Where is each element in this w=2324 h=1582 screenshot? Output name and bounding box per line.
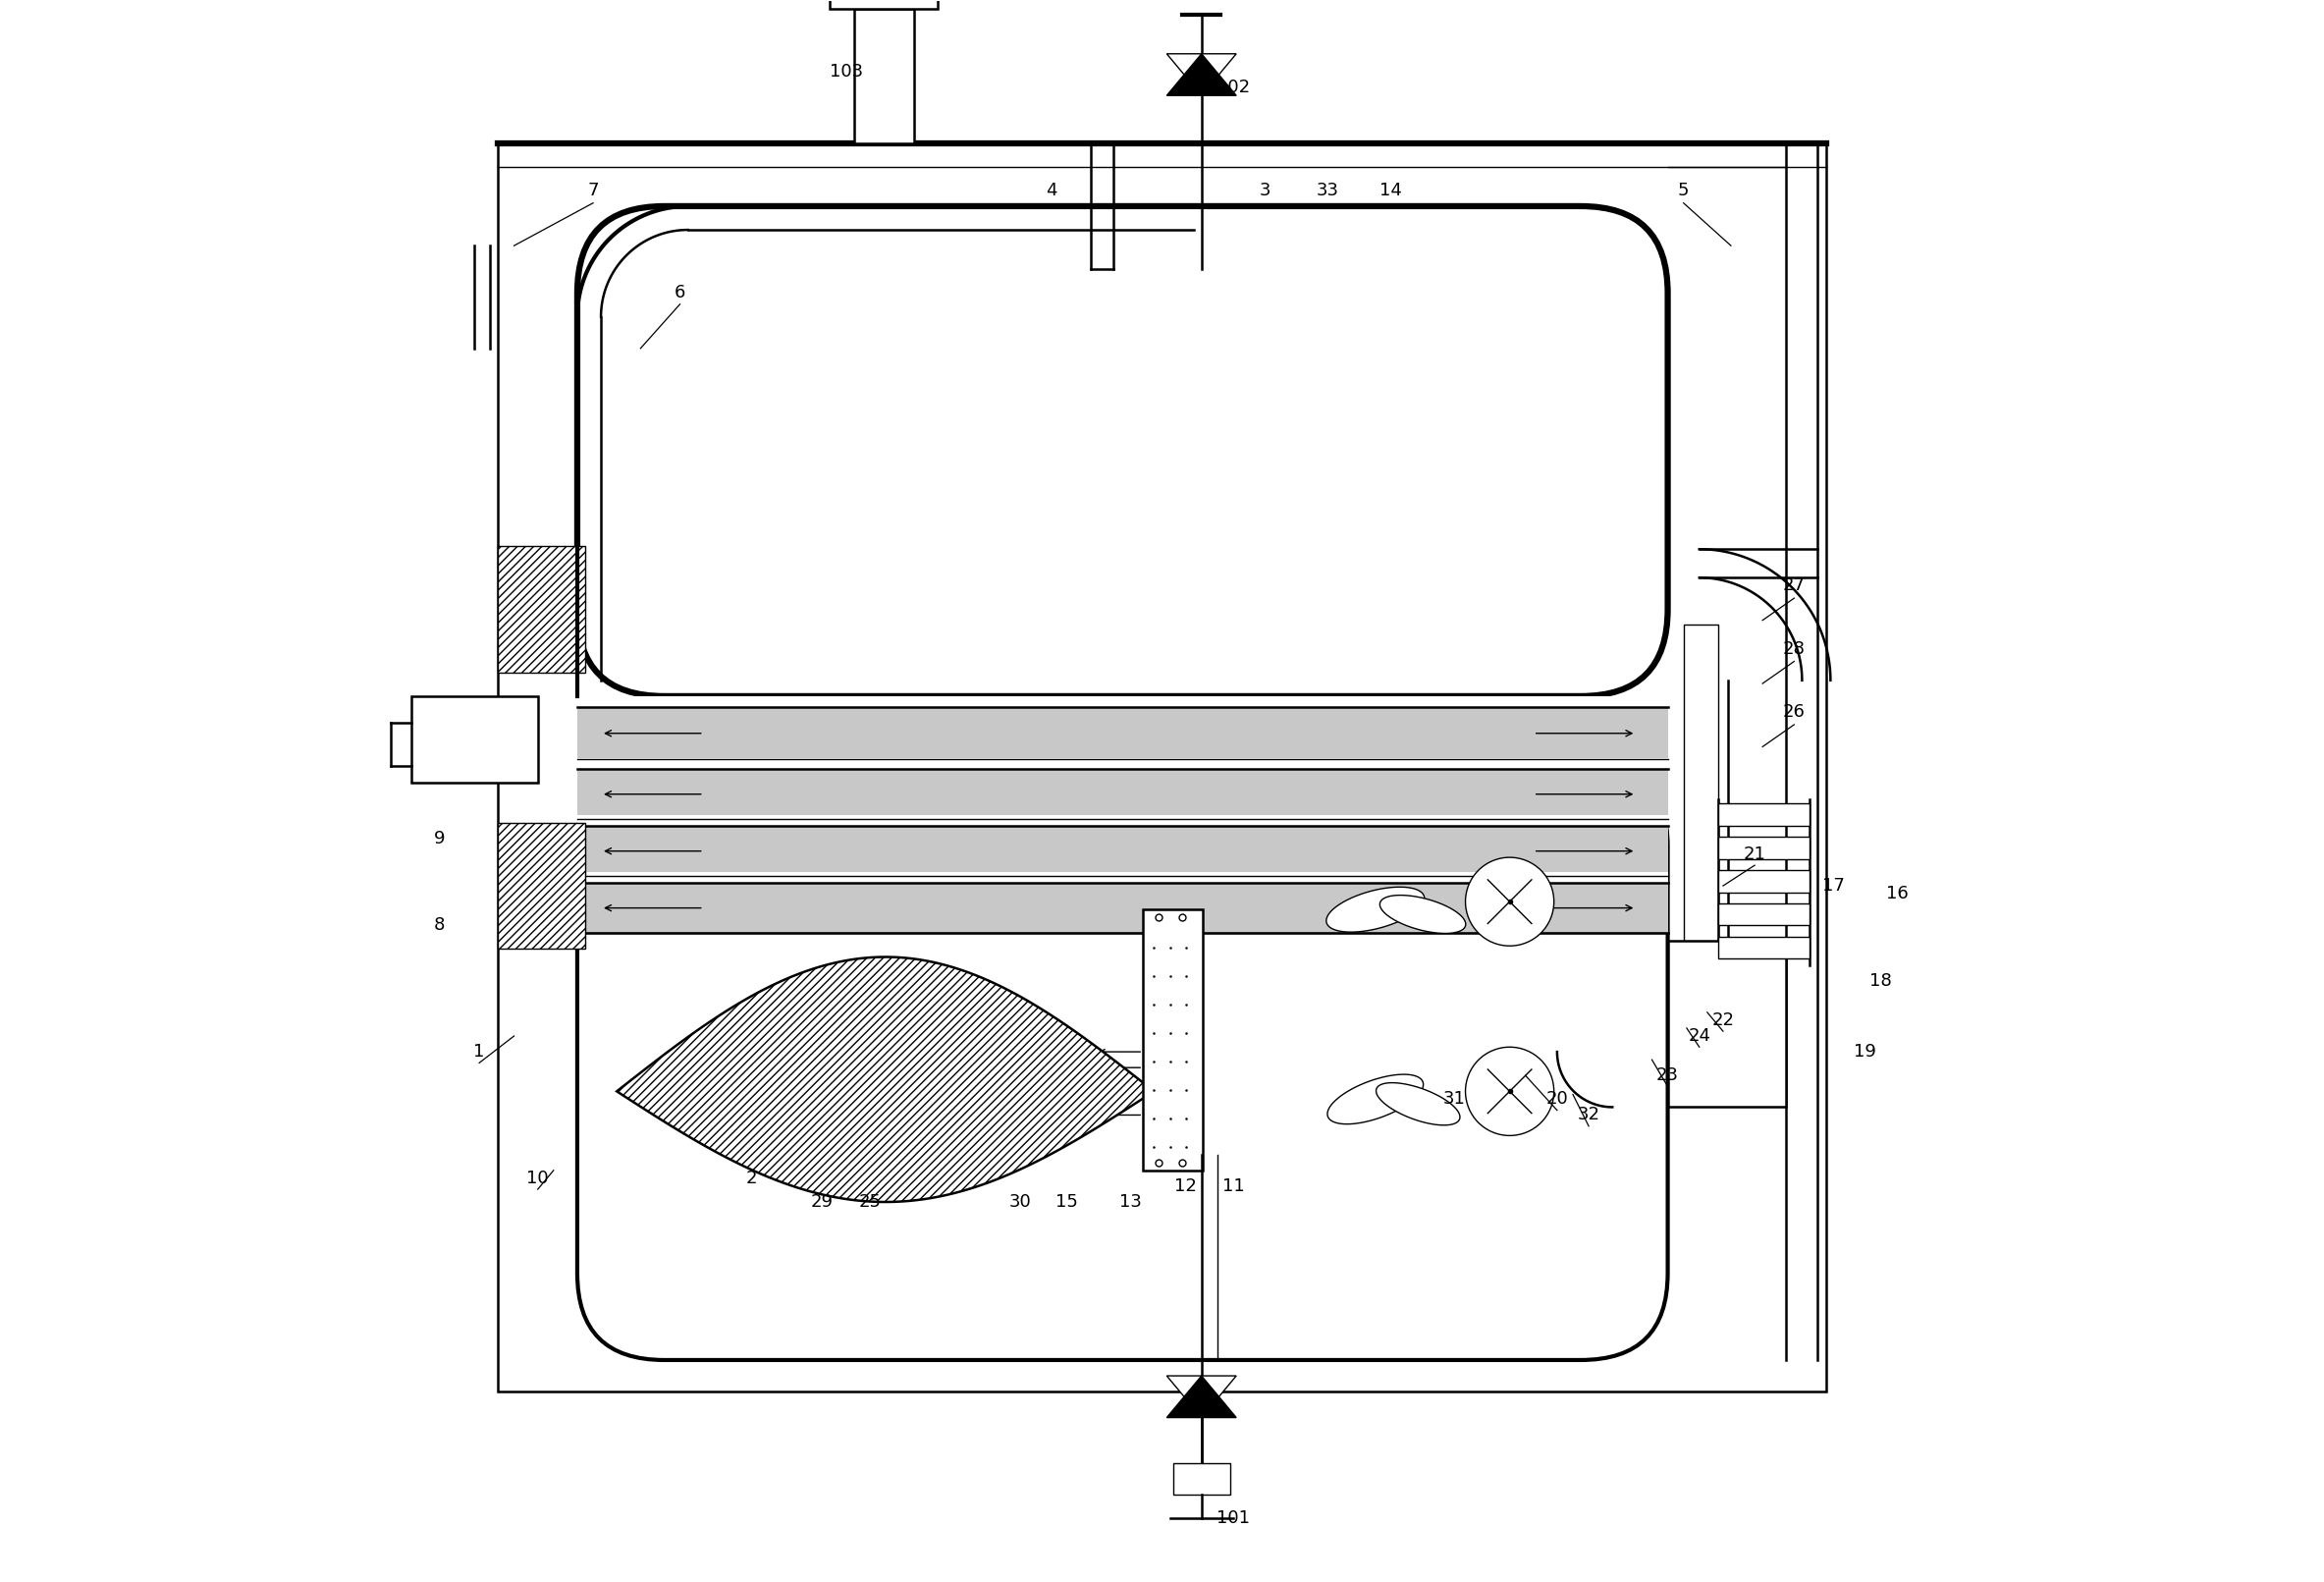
Text: 19: 19 — [1855, 1043, 1875, 1060]
Polygon shape — [1380, 895, 1466, 933]
Text: 32: 32 — [1578, 1106, 1599, 1123]
Text: 13: 13 — [1120, 1193, 1141, 1210]
Text: 3: 3 — [1260, 182, 1271, 199]
FancyBboxPatch shape — [586, 1022, 1659, 1353]
Bar — [576, 769, 1669, 819]
Text: 12: 12 — [1174, 1177, 1197, 1194]
Text: 4: 4 — [1046, 182, 1057, 199]
Bar — [1717, 903, 1810, 925]
Text: 26: 26 — [1783, 702, 1806, 721]
Text: 15: 15 — [1055, 1193, 1078, 1210]
Text: 14: 14 — [1380, 182, 1401, 199]
Text: 101: 101 — [1215, 1509, 1250, 1527]
Bar — [1717, 837, 1810, 859]
Bar — [853, 8, 913, 142]
Bar — [497, 823, 586, 949]
Bar — [1683, 625, 1717, 965]
Text: 10: 10 — [528, 1169, 548, 1186]
Text: 11: 11 — [1222, 1177, 1243, 1194]
Polygon shape — [1376, 1082, 1459, 1125]
Bar — [576, 872, 1669, 883]
Polygon shape — [1327, 1074, 1422, 1125]
Text: 30: 30 — [1009, 1193, 1032, 1210]
Polygon shape — [1167, 1376, 1236, 1417]
FancyBboxPatch shape — [576, 759, 1669, 1361]
Text: 33: 33 — [1318, 182, 1339, 199]
Text: 1: 1 — [474, 1043, 486, 1060]
Polygon shape — [1167, 1376, 1236, 1417]
Text: 102: 102 — [1215, 79, 1250, 97]
Text: 6: 6 — [674, 285, 686, 302]
Polygon shape — [1167, 54, 1236, 95]
Text: 17: 17 — [1822, 876, 1845, 895]
FancyBboxPatch shape — [607, 253, 1638, 601]
Text: 7: 7 — [588, 182, 600, 199]
Text: 2: 2 — [746, 1169, 758, 1186]
Text: 21: 21 — [1743, 845, 1766, 864]
Text: 28: 28 — [1783, 639, 1806, 658]
Bar — [1717, 937, 1810, 959]
Circle shape — [1466, 857, 1555, 946]
Bar — [576, 815, 1669, 826]
Polygon shape — [1327, 888, 1425, 932]
Bar — [576, 883, 1669, 933]
Bar — [1717, 804, 1810, 826]
Bar — [1717, 870, 1810, 892]
Text: 27: 27 — [1783, 577, 1806, 595]
Text: 29: 29 — [811, 1193, 834, 1210]
Text: 25: 25 — [858, 1193, 881, 1210]
Bar — [576, 696, 1669, 707]
Text: 103: 103 — [830, 63, 862, 81]
FancyBboxPatch shape — [576, 206, 1669, 696]
Polygon shape — [1167, 54, 1236, 95]
Text: 16: 16 — [1885, 884, 1908, 903]
Bar — [576, 758, 1669, 769]
Polygon shape — [616, 957, 1155, 1202]
Text: 9: 9 — [435, 829, 446, 848]
Text: 18: 18 — [1871, 971, 1892, 989]
Text: 8: 8 — [435, 916, 446, 935]
Text: 24: 24 — [1687, 1027, 1710, 1044]
Text: 5: 5 — [1678, 182, 1690, 199]
Bar — [497, 546, 586, 672]
Bar — [1669, 941, 1787, 1107]
Bar — [830, 0, 937, 8]
Circle shape — [1466, 1047, 1555, 1136]
Bar — [576, 707, 1669, 759]
Bar — [497, 142, 1827, 1392]
Bar — [1143, 910, 1204, 1171]
Bar — [1174, 1463, 1229, 1495]
Bar — [576, 826, 1669, 876]
Text: 23: 23 — [1657, 1066, 1678, 1084]
Text: 31: 31 — [1443, 1090, 1466, 1107]
Text: 20: 20 — [1545, 1090, 1569, 1107]
FancyBboxPatch shape — [586, 214, 1659, 688]
Bar — [411, 696, 537, 783]
Text: 22: 22 — [1713, 1011, 1734, 1028]
